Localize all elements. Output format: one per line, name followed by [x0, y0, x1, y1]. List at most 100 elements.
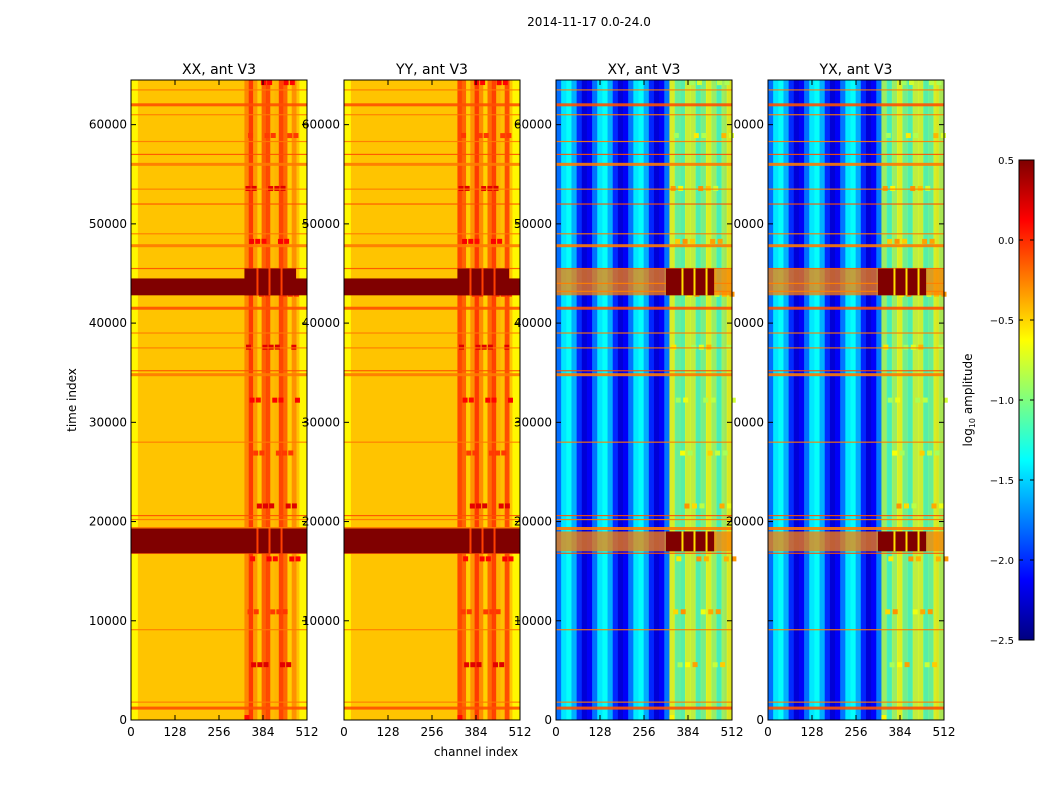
rfi-time-line	[344, 162, 520, 166]
rfi-texture	[261, 238, 267, 244]
heatmap-stripe	[643, 80, 650, 720]
rfi-time-line	[556, 332, 732, 334]
rfi-texture	[890, 185, 896, 191]
rfi-texture	[485, 556, 491, 562]
rfi-texture	[683, 397, 689, 403]
rfi-texture	[919, 450, 925, 456]
rfi-time-line	[344, 140, 520, 143]
rfi-time-line	[344, 244, 520, 248]
saturated-gap	[893, 531, 896, 552]
y-tick-label: 0	[544, 713, 552, 727]
y-tick-label: 30000	[89, 415, 127, 429]
heatmap-stripe	[586, 80, 593, 720]
rfi-texture	[255, 397, 261, 403]
rfi-texture	[291, 344, 297, 350]
y-tick-label: 0	[756, 713, 764, 727]
rfi-time-line	[768, 103, 944, 107]
rfi-time-line	[556, 244, 732, 248]
heatmap-stripe	[865, 80, 872, 720]
y-tick-label: 60000	[514, 118, 552, 132]
rfi-texture	[894, 238, 900, 244]
heatmap-stripe	[617, 80, 624, 720]
rfi-texture	[263, 503, 268, 509]
rfi-time-line	[131, 373, 307, 377]
rfi-texture	[476, 503, 481, 509]
rfi-texture	[256, 503, 262, 509]
rfi-texture	[696, 80, 702, 86]
y-tick-label: 0000	[733, 316, 764, 330]
rfi-texture	[250, 556, 256, 562]
rfi-texture	[917, 185, 923, 191]
rfi-texture	[259, 450, 265, 456]
rfi-texture	[282, 609, 288, 615]
rfi-texture	[905, 133, 911, 139]
rfi-texture	[903, 503, 909, 509]
rfi-texture	[462, 397, 468, 403]
rfi-time-line	[344, 441, 520, 443]
panel-title: XX, ant V3	[182, 62, 256, 78]
saturated-block	[878, 531, 927, 552]
rfi-time-line	[768, 89, 944, 91]
rfi-channel-column	[478, 80, 484, 720]
rfi-texture	[282, 450, 288, 456]
saturated-gap	[256, 268, 259, 296]
rfi-time-line	[768, 701, 944, 703]
saturated-band	[344, 528, 520, 554]
heatmap-stripe	[783, 80, 790, 720]
rfi-channel-column	[690, 80, 697, 720]
saturated-gap	[705, 531, 708, 552]
heatmap-stripe	[876, 80, 882, 720]
rfi-time-line	[768, 629, 944, 631]
rfi-texture	[882, 185, 888, 191]
heatmap-stripe	[664, 80, 670, 720]
rfi-channel-column	[283, 80, 288, 720]
rfi-texture	[908, 80, 914, 86]
rfi-texture	[483, 132, 489, 138]
y-tick-label: 0000	[733, 415, 764, 429]
rfi-texture	[678, 185, 684, 191]
y-tick-label: 10000	[302, 614, 340, 628]
rfi-texture	[715, 609, 721, 615]
heatmap-stripe	[597, 80, 603, 720]
y-tick-label: 0000	[733, 217, 764, 231]
rfi-texture	[283, 80, 289, 86]
saturated-gap	[268, 528, 271, 554]
rfi-texture	[491, 397, 497, 403]
rfi-texture	[278, 397, 284, 403]
rfi-channel-column	[504, 80, 510, 720]
rfi-time-line	[344, 514, 520, 517]
rfi-texture	[915, 397, 921, 403]
rfi-texture	[245, 344, 251, 350]
rfi-time-line	[131, 518, 307, 521]
rfi-texture	[883, 344, 889, 350]
rfi-time-line	[344, 370, 520, 372]
rfi-texture	[922, 238, 928, 244]
rfi-texture	[707, 450, 713, 456]
y-tick-label: 20000	[302, 515, 340, 529]
colorbar-tick-label: 0.5	[998, 156, 1014, 167]
colorbar-tick-label: −0.5	[990, 316, 1014, 327]
x-tick-label: 512	[296, 725, 319, 739]
rfi-time-line	[131, 347, 307, 349]
rfi-time-line	[768, 332, 944, 334]
rfi-texture	[675, 238, 681, 244]
saturated-gap	[917, 268, 920, 296]
rfi-time-line	[344, 114, 520, 116]
rfi-time-line	[768, 233, 944, 235]
panel-xx: XX, ant V3 0 128 256 384 512 0 10000 20000 30000 4…	[89, 62, 319, 739]
rfi-texture	[477, 133, 483, 139]
heatmap-stripe	[840, 80, 846, 720]
rfi-time-line	[768, 370, 944, 372]
rfi-time-line	[556, 89, 732, 91]
rfi-texture	[904, 662, 910, 668]
rfi-texture	[723, 556, 729, 562]
rfi-time-line	[131, 629, 307, 631]
rfi-texture	[698, 186, 704, 192]
heatmap-stripe	[648, 80, 655, 720]
heatmap-stripe	[788, 80, 795, 720]
rfi-texture	[483, 609, 489, 615]
heatmap-stripe	[581, 80, 588, 720]
rfi-texture	[897, 662, 903, 668]
rfi-texture	[943, 556, 949, 562]
